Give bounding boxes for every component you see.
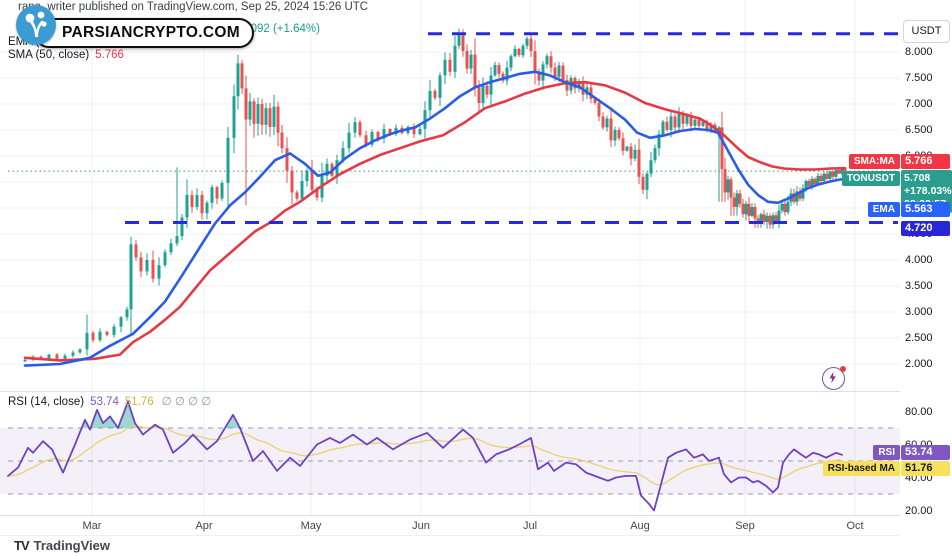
sma-legend-value: 5.766 bbox=[95, 49, 124, 61]
level-axis-price[interactable]: 4.720 bbox=[901, 221, 950, 236]
panel-separator[interactable] bbox=[0, 391, 952, 392]
price-tick: 4.000 bbox=[905, 254, 933, 266]
ema-axis-tag[interactable]: EMA bbox=[867, 202, 900, 217]
month-label: May bbox=[300, 520, 322, 532]
rsi-ma-line bbox=[7, 425, 841, 486]
month-label: Jul bbox=[522, 520, 538, 532]
rsi-legend-value: 53.74 bbox=[90, 396, 119, 408]
symbol-axis-tag[interactable]: TONUSDT bbox=[841, 171, 900, 186]
parsiancrypto-watermark-text: PARSIANCRYPTO.COM bbox=[34, 18, 254, 48]
rsi-legend-row[interactable]: RSI (14, close) 53.74 51.76 ∅ ∅ ∅ ∅ bbox=[8, 394, 211, 408]
price-tick: 7.500 bbox=[905, 72, 933, 84]
symbol-change-text: 0.092 (+1.64%) bbox=[241, 23, 320, 35]
rsi-ma-axis-tag[interactable]: RSI-based MA bbox=[822, 461, 900, 476]
last-price-value: 5.708 bbox=[904, 172, 931, 184]
month-label: Mar bbox=[82, 520, 102, 532]
rsi-chart-panel[interactable] bbox=[0, 392, 900, 515]
rsi-legend-label: RSI (14, close) bbox=[8, 396, 85, 408]
price-tick: 3.000 bbox=[905, 306, 933, 318]
sma-legend-row[interactable]: SMA (50, close) 5.766 bbox=[8, 49, 124, 61]
ema-axis-price[interactable]: 5.563 bbox=[901, 202, 950, 217]
price-tick: 3.500 bbox=[905, 280, 933, 292]
rsi-axis-tag[interactable]: RSI bbox=[873, 445, 900, 460]
sma-axis-price[interactable]: 5.766 bbox=[901, 154, 950, 169]
spark-icon[interactable] bbox=[822, 366, 846, 390]
parsiancrypto-logo-icon bbox=[16, 5, 56, 45]
price-tick: 6.500 bbox=[905, 124, 933, 136]
notification-dot bbox=[840, 366, 846, 372]
tradingview-logo-icon: TV bbox=[14, 538, 30, 553]
change-percent-value: +178.03% bbox=[904, 185, 952, 197]
rsi-ma-legend-value: 51.76 bbox=[124, 396, 154, 408]
rsi-ma-axis-price[interactable]: 51.76 bbox=[901, 461, 950, 476]
month-label: Jun bbox=[412, 520, 430, 532]
chart-bottom-border bbox=[0, 535, 952, 536]
sma-axis-tag[interactable]: SMA:MA bbox=[848, 154, 900, 169]
rsi-tick: 20.00 bbox=[905, 504, 933, 517]
price-tick: 8.000 bbox=[905, 46, 933, 58]
tradingview-brand-text: TradingView bbox=[33, 538, 110, 553]
rsi-axis-price[interactable]: 53.74 bbox=[901, 445, 950, 460]
price-tick: 7.000 bbox=[905, 98, 933, 110]
month-label: Oct bbox=[846, 520, 864, 532]
sma-legend-label: SMA (50, close) bbox=[8, 49, 90, 61]
price-tick: 2.000 bbox=[905, 358, 933, 370]
rsi-line bbox=[7, 400, 843, 512]
price-chart-panel[interactable] bbox=[0, 0, 900, 392]
publish-line: rana_writer published on TradingView.com… bbox=[18, 1, 369, 13]
month-label: Apr bbox=[195, 520, 213, 532]
rsi-tick: 80.00 bbox=[905, 405, 933, 418]
sma50-line bbox=[23, 80, 847, 362]
month-label: Sep bbox=[735, 520, 755, 532]
candles bbox=[23, 28, 847, 362]
currency-toggle-button[interactable]: USDT bbox=[903, 20, 950, 43]
tradingview-footer[interactable]: TV TradingView bbox=[14, 538, 110, 553]
price-tick: 2.500 bbox=[905, 332, 933, 344]
ema100-line bbox=[23, 70, 847, 367]
time-axis-separator bbox=[0, 515, 952, 516]
month-label: Aug bbox=[630, 520, 650, 532]
rsi-empty-slots: ∅ ∅ ∅ ∅ bbox=[161, 396, 212, 408]
